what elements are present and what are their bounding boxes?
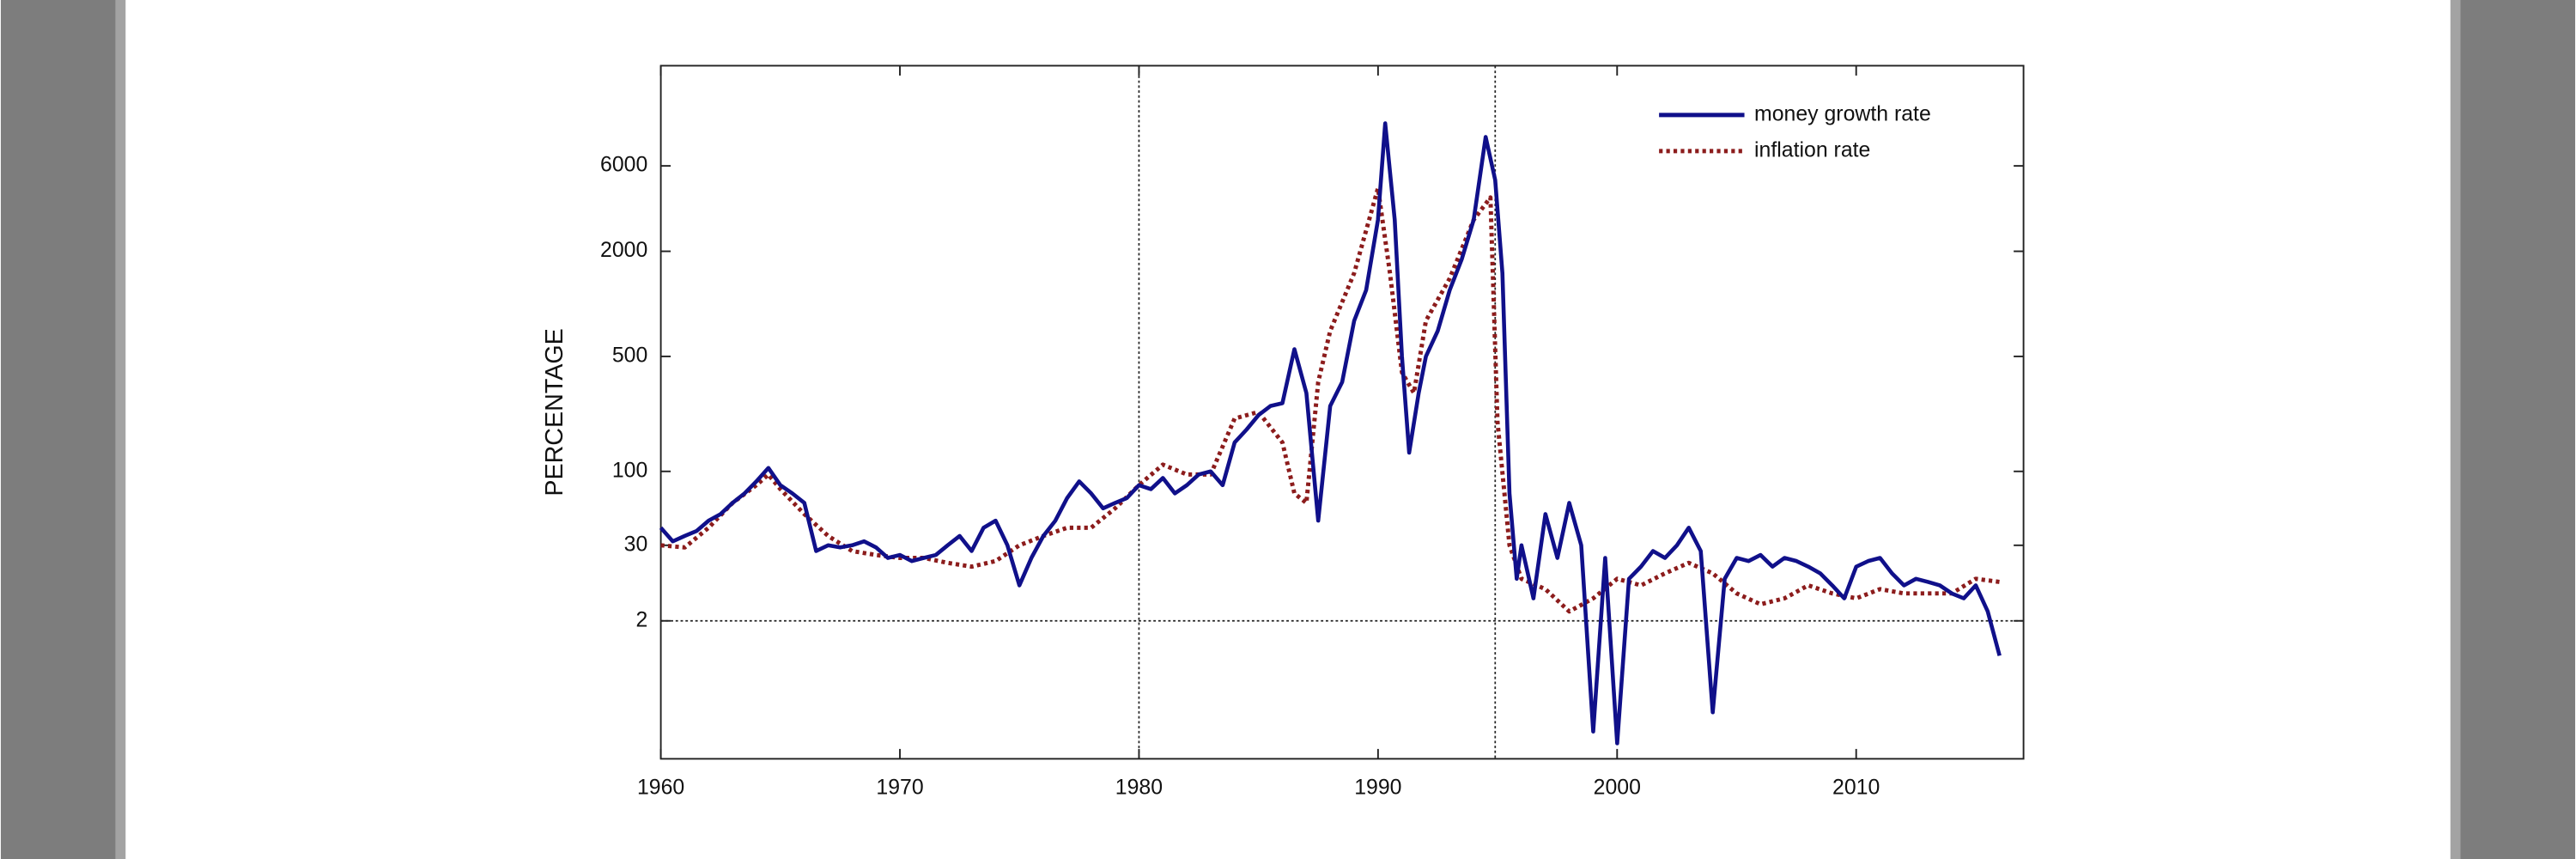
- legend-label: inflation rate: [1754, 138, 1870, 161]
- plot-frame: [659, 64, 2025, 760]
- viewer-margin: [115, 0, 126, 859]
- legend-label: money growth rate: [1754, 102, 1931, 125]
- viewer-margin: [2460, 0, 2576, 859]
- x-tick-label: 1970: [876, 776, 923, 799]
- y-tick-label: 500: [612, 344, 647, 367]
- series-line: [660, 186, 2001, 614]
- viewer-margin: [0, 0, 116, 859]
- y-tick-label: 2: [635, 608, 647, 631]
- y-tick-label: 2000: [600, 239, 647, 262]
- y-tick-label: 100: [612, 459, 647, 482]
- series-line: [659, 121, 2002, 746]
- y-tick-label: 30: [624, 533, 648, 556]
- viewer-margin: [2450, 0, 2461, 859]
- y-axis-label: PERCENTAGE: [541, 328, 568, 496]
- x-tick-label: 1960: [637, 776, 684, 799]
- y-tick-label: 6000: [600, 154, 647, 177]
- x-tick-label: 1980: [1115, 776, 1163, 799]
- x-tick-label: 2000: [1594, 776, 1641, 799]
- x-tick-label: 1990: [1354, 776, 1401, 799]
- x-tick-label: 2010: [1832, 776, 1880, 799]
